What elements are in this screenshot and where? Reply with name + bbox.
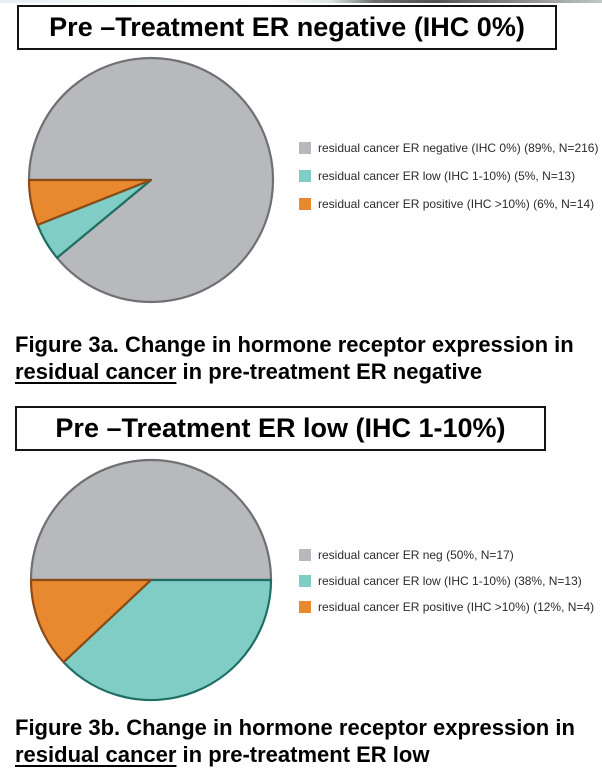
caption-3b-suffix: in pre-treatment ER low	[176, 742, 430, 767]
pie-slice	[62, 578, 273, 702]
legend-item: residual cancer ER low (IHC 1-10%) (38%,…	[299, 574, 594, 588]
chart-title-box-3a: Pre –Treatment ER negative (IHC 0%)	[17, 5, 557, 50]
caption-3b-line1: Figure 3b. Change in hormone receptor ex…	[15, 715, 575, 740]
legend-label: residual cancer ER negative (IHC 0%) (89…	[318, 141, 599, 155]
caption-3a: Figure 3a. Change in hormone receptor ex…	[15, 331, 597, 385]
legend-item: residual cancer ER low (IHC 1-10%) (5%, …	[299, 169, 598, 183]
legend-swatch-icon	[299, 142, 311, 154]
chart-title-3b: Pre –Treatment ER low (IHC 1-10%)	[55, 413, 506, 443]
pie-slice	[29, 458, 273, 582]
legend-swatch-icon	[299, 575, 311, 587]
pie-slice	[29, 578, 153, 664]
chart-title-box-3b: Pre –Treatment ER low (IHC 1-10%)	[15, 406, 546, 451]
legend-swatch-icon	[299, 549, 311, 561]
legend-item: residual cancer ER neg (50%, N=17)	[299, 548, 594, 562]
chart-title-3a: Pre –Treatment ER negative (IHC 0%)	[49, 12, 525, 42]
pie-chart-3b	[29, 458, 273, 702]
legend-3b: residual cancer ER neg (50%, N=17) residu…	[299, 548, 595, 614]
legend-swatch-icon	[299, 170, 311, 182]
legend-item: residual cancer ER positive (IHC >10%) (…	[299, 197, 598, 211]
legend-label: residual cancer ER low (IHC 1-10%) (5%, …	[318, 169, 576, 183]
legend-label: residual cancer ER low (IHC 1-10%) (38%,…	[318, 574, 582, 588]
legend-label: residual cancer ER neg (50%, N=17)	[318, 548, 514, 562]
caption-3b: Figure 3b. Change in hormone receptor ex…	[15, 714, 597, 768]
legend-label: residual cancer ER positive (IHC >10%) (…	[318, 197, 595, 211]
caption-3b-underlined: residual cancer	[15, 742, 177, 767]
top-edge-artifact	[0, 0, 602, 3]
legend-swatch-icon	[299, 198, 311, 210]
legend-3a: residual cancer ER negative (IHC 0%) (89…	[299, 141, 599, 211]
caption-3a-suffix: in pre-treatment ER negative	[176, 359, 483, 384]
legend-swatch-icon	[299, 601, 311, 613]
legend-item: residual cancer ER negative (IHC 0%) (89…	[299, 141, 599, 155]
pie-slice	[27, 178, 153, 227]
pie-chart-3a	[27, 56, 275, 304]
caption-3a-line1: Figure 3a. Change in hormone receptor ex…	[15, 332, 574, 357]
caption-3a-underlined: residual cancer	[15, 359, 177, 384]
legend-item: residual cancer ER positive (IHC >10%) (…	[299, 600, 595, 614]
legend-label: residual cancer ER positive (IHC >10%) (…	[318, 600, 595, 614]
